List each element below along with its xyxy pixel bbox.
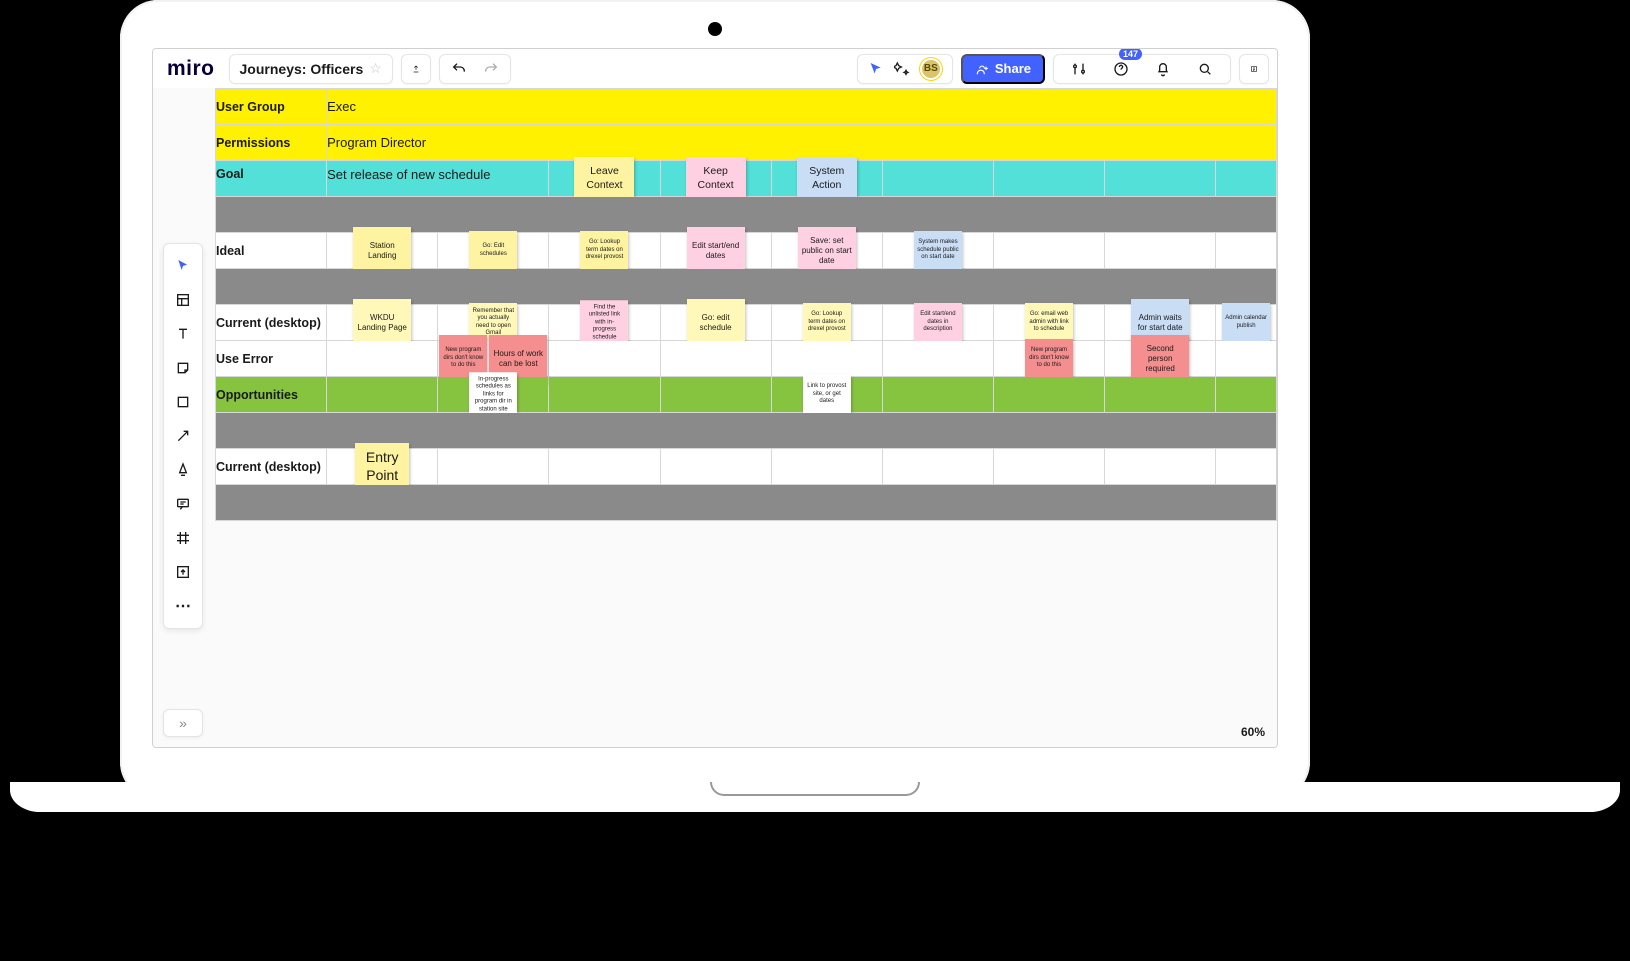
laptop-frame: miro Journeys: Officers ☆ BS <box>120 0 1310 800</box>
sticky-note[interactable]: Station Landing <box>353 227 411 275</box>
sticky-note[interactable]: Edit start/end dates <box>687 227 745 275</box>
value-permissions: Program Director <box>327 125 1277 161</box>
export-button[interactable] <box>401 54 431 84</box>
upload-tool[interactable] <box>167 556 199 588</box>
sticky-note[interactable]: Go: Lookup term dates on drexel provost <box>580 231 628 271</box>
templates-tool[interactable] <box>167 284 199 316</box>
sticky-note[interactable]: Second person required <box>1131 335 1189 383</box>
row-current-2: Current (desktop) Entry Point <box>216 449 1277 485</box>
select-tool[interactable] <box>167 250 199 282</box>
sticky-note[interactable]: Edit start/end dates in description <box>914 303 962 343</box>
value-goal: Set release of new schedule <box>327 161 549 197</box>
sticky-tool[interactable] <box>167 352 199 384</box>
sticky-note[interactable]: Link to provost site, or get dates <box>803 375 851 415</box>
pen-tool[interactable] <box>167 454 199 486</box>
sticky-note[interactable]: System makes schedule public on start da… <box>914 231 962 271</box>
miro-logo[interactable]: miro <box>161 57 221 81</box>
notification-badge: 147 <box>1119 48 1142 60</box>
board-title-chip[interactable]: Journeys: Officers ☆ <box>229 54 393 84</box>
label-opportunity: Opportunities <box>216 377 327 413</box>
search-icon[interactable] <box>1190 54 1220 84</box>
row-error: Use Error New program dirs don't know to… <box>216 341 1277 377</box>
share-button[interactable]: Share <box>961 54 1045 84</box>
left-toolbar: ⋯ <box>163 243 203 629</box>
redo-button[interactable] <box>482 61 500 77</box>
row-goal: Goal Set release of new schedule Leave C… <box>216 161 1277 197</box>
sticky-note[interactable]: Save: set public on start date <box>798 227 856 275</box>
row-permissions: Permissions Program Director <box>216 125 1277 161</box>
more-tools[interactable]: ⋯ <box>167 590 199 622</box>
app-screen: miro Journeys: Officers ☆ BS <box>152 48 1278 748</box>
legend-keep-context[interactable]: Keep Context <box>686 157 746 201</box>
row-user-group: User Group Exec <box>216 89 1277 125</box>
row-ideal: Ideal Station LandingGo: Edit schedulesG… <box>216 233 1277 269</box>
sticky-note[interactable]: Find the unlisted link with in-progress … <box>580 300 628 346</box>
comment-tool[interactable] <box>167 488 199 520</box>
undo-button[interactable] <box>450 61 468 77</box>
laptop-notch <box>710 782 920 796</box>
sticky-note[interactable]: New program dirs don't know to do this <box>1025 339 1073 379</box>
presence-group: BS <box>857 54 953 84</box>
value-user-group: Exec <box>327 89 1277 125</box>
shape-tool[interactable] <box>167 386 199 418</box>
sticky-note[interactable]: Go: Lookup term dates on drexel provost <box>803 303 851 343</box>
label-user-group: User Group <box>216 89 327 125</box>
frame-tool[interactable] <box>167 522 199 554</box>
board-title: Journeys: Officers <box>240 61 364 77</box>
board[interactable]: User Group Exec Permissions Program Dire… <box>215 88 1277 747</box>
help-icon[interactable]: 147 <box>1106 54 1136 84</box>
top-bar: miro Journeys: Officers ☆ BS <box>153 49 1277 88</box>
collapse-toolbar[interactable]: » <box>163 709 203 737</box>
undo-redo-group <box>439 54 511 84</box>
sticky-note[interactable]: Go: edit schedule <box>687 299 745 347</box>
row-current-1: Current (desktop) WKDU Landing PageRemem… <box>216 305 1277 341</box>
legend-system-action[interactable]: System Action <box>797 157 857 201</box>
user-avatar[interactable]: BS <box>920 58 942 80</box>
cursor-icon[interactable] <box>868 61 884 77</box>
label-ideal: Ideal <box>216 233 327 269</box>
label-goal: Goal <box>216 161 327 197</box>
sticky-note[interactable]: In-progress schedules as links for progr… <box>469 372 517 418</box>
share-label: Share <box>995 61 1031 76</box>
label-current-2: Current (desktop) <box>216 449 327 485</box>
arrow-tool[interactable] <box>167 420 199 452</box>
settings-icon[interactable] <box>1064 54 1094 84</box>
label-error: Use Error <box>216 341 327 377</box>
sticky-note[interactable]: Admin calendar publish <box>1222 303 1270 343</box>
sticky-note[interactable]: Go: Edit schedules <box>469 231 517 271</box>
journey-table: User Group Exec Permissions Program Dire… <box>215 88 1277 521</box>
text-tool[interactable] <box>167 318 199 350</box>
sparkle-icon[interactable] <box>894 61 910 77</box>
sticky-note[interactable]: Go: email web admin with link to schedul… <box>1025 303 1073 343</box>
legend-leave-context[interactable]: Leave Context <box>574 157 634 201</box>
star-icon[interactable]: ☆ <box>369 60 382 77</box>
sticky-note[interactable]: Entry Point <box>355 443 409 491</box>
notes-panel-button[interactable] <box>1239 54 1269 84</box>
label-permissions: Permissions <box>216 125 327 161</box>
camera-dot <box>708 22 722 36</box>
sticky-note[interactable]: WKDU Landing Page <box>353 299 411 347</box>
label-current-1: Current (desktop) <box>216 305 327 341</box>
row-opportunity: Opportunities In-progress schedules as l… <box>216 377 1277 413</box>
zoom-level[interactable]: 60% <box>1241 725 1265 739</box>
right-tools-group: 147 <box>1053 54 1231 84</box>
bell-icon[interactable] <box>1148 54 1178 84</box>
canvas[interactable]: User Group Exec Permissions Program Dire… <box>153 88 1277 747</box>
